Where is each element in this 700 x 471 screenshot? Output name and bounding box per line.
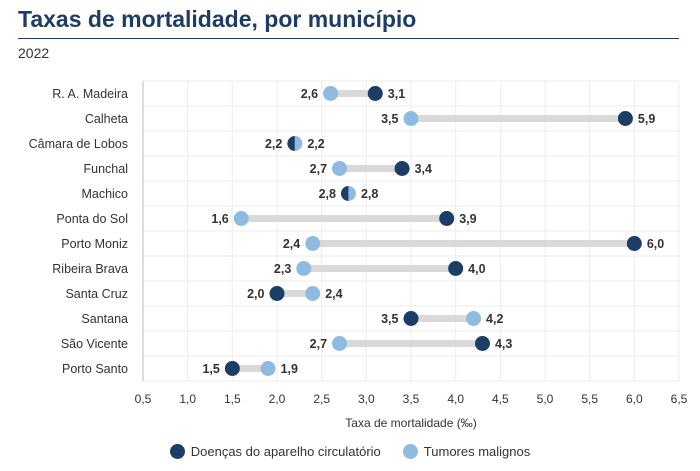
dot-tumors-9 xyxy=(466,311,482,326)
legend-item-tumors[interactable]: Tumores malignos xyxy=(402,444,531,459)
dot-tumors-10 xyxy=(332,336,348,351)
dot-tumors-6 xyxy=(305,236,321,251)
value-label-circulatory-8: 2,0 xyxy=(247,287,264,301)
dot-circulatory-10 xyxy=(474,336,490,351)
x-tick-label-8: 4,5 xyxy=(492,392,509,406)
value-label-circulatory-2: 2,2 xyxy=(265,137,282,151)
value-label-tumors-7: 2,3 xyxy=(274,262,291,276)
x-tick-label-10: 5,5 xyxy=(581,392,598,406)
value-label-circulatory-10: 4,3 xyxy=(495,337,512,351)
dot-circulatory-11 xyxy=(224,361,240,376)
dot-tumors-2 xyxy=(294,136,303,151)
category-label-9: Santana xyxy=(81,312,128,326)
x-tick-label-1: 1,0 xyxy=(179,392,196,406)
dot-circulatory-3 xyxy=(394,161,410,176)
dumbbell-chart: 0,5 1,0 1,5 2,0 2,5 3,0 3,5 4,0 4,5 5,0 5,5 6,0 6,5 T… xyxy=(29,80,688,430)
category-label-0: R. A. Madeira xyxy=(52,87,128,101)
x-tick-label-7: 4,0 xyxy=(447,392,464,406)
dot-tumors-0 xyxy=(323,86,339,101)
dot-circulatory-4 xyxy=(340,186,349,201)
dot-circulatory-6 xyxy=(626,236,642,251)
dot-tumors-5 xyxy=(233,211,249,226)
dot-tumors-1 xyxy=(403,111,419,126)
category-label-4: Machico xyxy=(81,187,128,201)
dot-circulatory-0 xyxy=(367,86,383,101)
x-tick-label-2: 1,5 xyxy=(224,392,241,406)
dot-circulatory-2 xyxy=(287,136,295,151)
value-label-tumors-9: 4,2 xyxy=(486,312,503,326)
legend-swatch-tumors xyxy=(402,444,418,459)
title-divider xyxy=(18,38,679,39)
dot-tumors-11 xyxy=(260,361,276,376)
value-label-circulatory-1: 5,9 xyxy=(638,112,655,126)
category-label-10: São Vicente xyxy=(61,337,128,351)
value-label-tumors-10: 2,7 xyxy=(310,337,327,351)
x-tick-label-11: 6,0 xyxy=(626,392,643,406)
x-tick-label-6: 3,5 xyxy=(403,392,420,406)
x-tick-label-3: 2,0 xyxy=(269,392,286,406)
x-axis-title: Taxa de mortalidade (‰) xyxy=(345,416,476,430)
value-label-circulatory-4: 2,8 xyxy=(319,187,336,201)
chart-legend: Doenças do aparelho circulatório Tumores… xyxy=(0,444,700,459)
value-label-tumors-5: 1,6 xyxy=(211,212,228,226)
value-label-tumors-6: 2,4 xyxy=(283,237,300,251)
value-label-tumors-1: 3,5 xyxy=(381,112,398,126)
category-label-1: Calheta xyxy=(85,112,128,126)
chart-title: Taxas de mortalidade, por município xyxy=(18,6,417,32)
value-label-circulatory-11: 1,5 xyxy=(202,362,219,376)
legend-item-circulatory[interactable]: Doenças do aparelho circulatório xyxy=(169,444,381,459)
category-label-6: Porto Moniz xyxy=(61,237,128,251)
category-label-7: Ribeira Brava xyxy=(52,262,128,276)
legend-label-tumors: Tumores malignos xyxy=(423,444,531,459)
x-tick-label-9: 5,0 xyxy=(537,392,554,406)
value-label-circulatory-7: 4,0 xyxy=(468,262,485,276)
dot-tumors-7 xyxy=(296,261,312,276)
dot-circulatory-1 xyxy=(617,111,633,126)
value-label-tumors-11: 1,9 xyxy=(281,362,298,376)
value-label-circulatory-6: 6,0 xyxy=(647,237,664,251)
category-label-3: Funchal xyxy=(84,162,128,176)
legend-label-circulatory: Doenças do aparelho circulatório xyxy=(190,444,381,459)
value-label-tumors-4: 2,8 xyxy=(361,187,378,201)
category-label-8: Santa Cruz xyxy=(65,287,128,301)
x-tick-label-4: 2,5 xyxy=(313,392,330,406)
category-label-5: Ponta do Sol xyxy=(56,212,128,226)
dot-circulatory-8 xyxy=(269,286,285,301)
chart-subtitle: 2022 xyxy=(18,45,50,61)
dot-tumors-8 xyxy=(305,286,321,301)
value-label-tumors-3: 2,7 xyxy=(310,162,327,176)
category-label-2: Câmara de Lobos xyxy=(29,137,128,151)
value-label-circulatory-3: 3,4 xyxy=(415,162,432,176)
value-label-tumors-2: 2,2 xyxy=(307,137,324,151)
value-label-circulatory-9: 3,5 xyxy=(381,312,398,326)
value-label-tumors-8: 2,4 xyxy=(325,287,342,301)
legend-swatch-circulatory xyxy=(169,444,185,459)
x-tick-label-12: 6,5 xyxy=(671,392,688,406)
dot-circulatory-9 xyxy=(403,311,419,326)
dot-circulatory-7 xyxy=(448,261,464,276)
category-label-11: Porto Santo xyxy=(62,362,128,376)
dot-tumors-4 xyxy=(348,186,356,201)
value-label-tumors-0: 2,6 xyxy=(301,87,318,101)
value-label-circulatory-5: 3,9 xyxy=(459,212,476,226)
dot-circulatory-5 xyxy=(439,211,455,226)
x-tick-label-5: 3,0 xyxy=(358,392,375,406)
value-label-circulatory-0: 3,1 xyxy=(388,87,405,101)
dot-tumors-3 xyxy=(332,161,348,176)
x-tick-label-0: 0,5 xyxy=(135,392,152,406)
